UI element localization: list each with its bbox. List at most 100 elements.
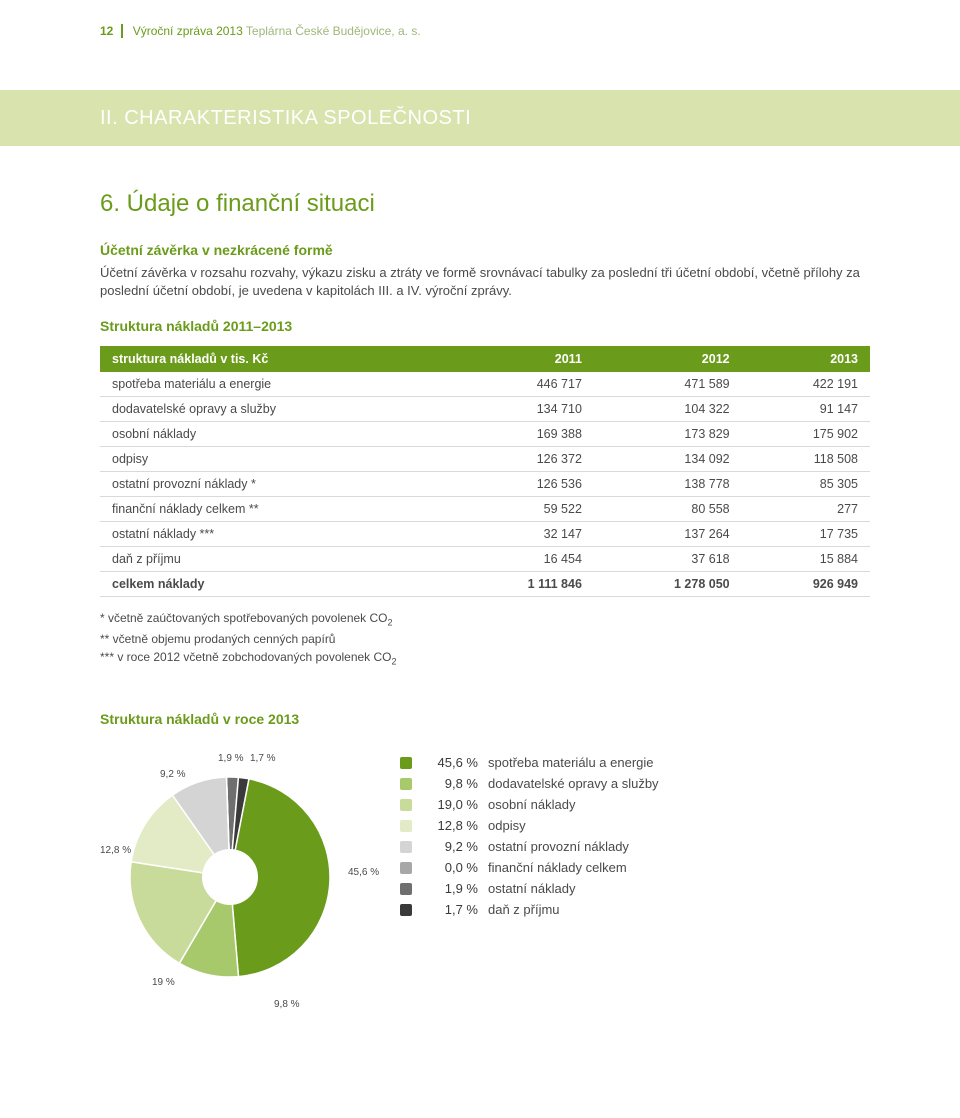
- page-number: 12: [100, 24, 123, 38]
- legend-label: spotřeba materiálu a energie: [488, 755, 659, 770]
- row-label: daň z příjmu: [100, 547, 449, 572]
- row-label: finanční náklady celkem **: [100, 497, 449, 522]
- band-title: II. CHARAKTERISTIKA SPOLEČNOSTI: [100, 107, 471, 130]
- row-value: 169 388: [449, 422, 594, 447]
- row-value: 104 322: [594, 397, 742, 422]
- row-label: dodavatelské opravy a služby: [100, 397, 449, 422]
- row-value: 15 884: [742, 547, 870, 572]
- table-row: finanční náklady celkem **59 52280 55827…: [100, 497, 870, 522]
- row-value: 37 618: [594, 547, 742, 572]
- table-row: osobní náklady169 388173 829175 902: [100, 422, 870, 447]
- footnote-1: * včetně zaúčtovaných spotřebovaných pov…: [100, 609, 870, 630]
- pie-chart: 45,6 %9,8 %19 %12,8 %9,2 %1,9 %1,7 %: [100, 747, 360, 1007]
- row-value: 137 264: [594, 522, 742, 547]
- pie-outer-label: 9,2 %: [160, 769, 186, 780]
- legend-pct: 12,8 %: [424, 818, 478, 833]
- section-heading: 6. Údaje o finanční situaci: [100, 190, 870, 218]
- cost-structure-table: struktura nákladů v tis. Kč 2011 2012 20…: [100, 346, 870, 597]
- total-value: 1 111 846: [449, 572, 594, 597]
- legend-pct: 19,0 %: [424, 797, 478, 812]
- table-header-row: struktura nákladů v tis. Kč 2011 2012 20…: [100, 346, 870, 372]
- table-header-label: struktura nákladů v tis. Kč: [100, 346, 449, 372]
- table-total-row: celkem náklady1 111 8461 278 050926 949: [100, 572, 870, 597]
- section-band: II. CHARAKTERISTIKA SPOLEČNOSTI: [0, 90, 960, 146]
- row-value: 80 558: [594, 497, 742, 522]
- legend-pct: 45,6 %: [424, 755, 478, 770]
- doc-title: Výroční zpráva 2013: [133, 24, 243, 38]
- legend-pct: 0,0 %: [424, 860, 478, 875]
- table-row: dodavatelské opravy a služby134 710104 3…: [100, 397, 870, 422]
- chart-legend: 45,6 % spotřeba materiálu a energie 9,8 % d…: [400, 755, 659, 917]
- legend-label: odpisy: [488, 818, 659, 833]
- legend-label: ostatní náklady: [488, 881, 659, 896]
- table-row: ostatní náklady ***32 147137 26417 735: [100, 522, 870, 547]
- doc-subtitle: Teplárna České Budějovice, a. s.: [246, 24, 421, 38]
- table-row: odpisy126 372134 092118 508: [100, 447, 870, 472]
- section-subheading: Účetní závěrka v nezkrácené formě: [100, 242, 870, 258]
- legend-swatch: [400, 778, 412, 790]
- legend-swatch: [400, 820, 412, 832]
- running-header: 12 Výroční zpráva 2013 Teplárna České Bu…: [100, 24, 421, 38]
- legend-swatch: [400, 799, 412, 811]
- legend-label: dodavatelské opravy a služby: [488, 776, 659, 791]
- table-row: ostatní provozní náklady *126 536138 778…: [100, 472, 870, 497]
- row-value: 16 454: [449, 547, 594, 572]
- row-value: 91 147: [742, 397, 870, 422]
- row-value: 173 829: [594, 422, 742, 447]
- legend-swatch: [400, 841, 412, 853]
- legend-swatch: [400, 862, 412, 874]
- row-value: 175 902: [742, 422, 870, 447]
- legend-label: ostatní provozní náklady: [488, 839, 659, 854]
- row-label: osobní náklady: [100, 422, 449, 447]
- pie-outer-label: 19 %: [152, 977, 175, 988]
- row-value: 126 372: [449, 447, 594, 472]
- row-label: spotřeba materiálu a energie: [100, 372, 449, 397]
- pie-outer-label: 45,6 %: [348, 867, 379, 878]
- table-col-2012: 2012: [594, 346, 742, 372]
- total-value: 926 949: [742, 572, 870, 597]
- row-label: ostatní náklady ***: [100, 522, 449, 547]
- legend-pct: 1,7 %: [424, 902, 478, 917]
- footnote-2: ** včetně objemu prodaných cenných papír…: [100, 630, 870, 648]
- total-label: celkem náklady: [100, 572, 449, 597]
- donut-hole: [202, 849, 258, 905]
- pie-outer-label: 12,8 %: [100, 845, 131, 856]
- table-row: spotřeba materiálu a energie446 717471 5…: [100, 372, 870, 397]
- pie-outer-label: 1,7 %: [250, 753, 276, 764]
- pie-outer-label: 9,8 %: [274, 999, 300, 1010]
- row-value: 17 735: [742, 522, 870, 547]
- pie-outer-label: 1,9 %: [218, 753, 244, 764]
- footnote-3: *** v roce 2012 včetně zobchodovaných po…: [100, 648, 870, 669]
- table-col-2011: 2011: [449, 346, 594, 372]
- chart-title: Struktura nákladů v roce 2013: [100, 711, 870, 727]
- legend-swatch: [400, 904, 412, 916]
- legend-label: daň z příjmu: [488, 902, 659, 917]
- legend-swatch: [400, 883, 412, 895]
- row-value: 118 508: [742, 447, 870, 472]
- table-footnotes: * včetně zaúčtovaných spotřebovaných pov…: [100, 609, 870, 669]
- row-value: 138 778: [594, 472, 742, 497]
- legend-label: osobní náklady: [488, 797, 659, 812]
- row-value: 59 522: [449, 497, 594, 522]
- row-label: ostatní provozní náklady *: [100, 472, 449, 497]
- legend-label: finanční náklady celkem: [488, 860, 659, 875]
- table-col-2013: 2013: [742, 346, 870, 372]
- table-title: Struktura nákladů 2011–2013: [100, 318, 870, 334]
- row-value: 471 589: [594, 372, 742, 397]
- legend-pct: 9,2 %: [424, 839, 478, 854]
- row-value: 32 147: [449, 522, 594, 547]
- row-value: 446 717: [449, 372, 594, 397]
- row-value: 85 305: [742, 472, 870, 497]
- section-paragraph: Účetní závěrka v rozsahu rozvahy, výkazu…: [100, 264, 870, 300]
- row-value: 134 710: [449, 397, 594, 422]
- legend-swatch: [400, 757, 412, 769]
- row-value: 134 092: [594, 447, 742, 472]
- total-value: 1 278 050: [594, 572, 742, 597]
- table-row: daň z příjmu16 45437 61815 884: [100, 547, 870, 572]
- row-value: 126 536: [449, 472, 594, 497]
- chart-area: 45,6 % 9,8 % 19 % 12,8 % 9,2 % 1,9 % 1,7 % 45,…: [100, 747, 870, 1007]
- row-value: 422 191: [742, 372, 870, 397]
- row-value: 277: [742, 497, 870, 522]
- legend-pct: 9,8 %: [424, 776, 478, 791]
- legend-pct: 1,9 %: [424, 881, 478, 896]
